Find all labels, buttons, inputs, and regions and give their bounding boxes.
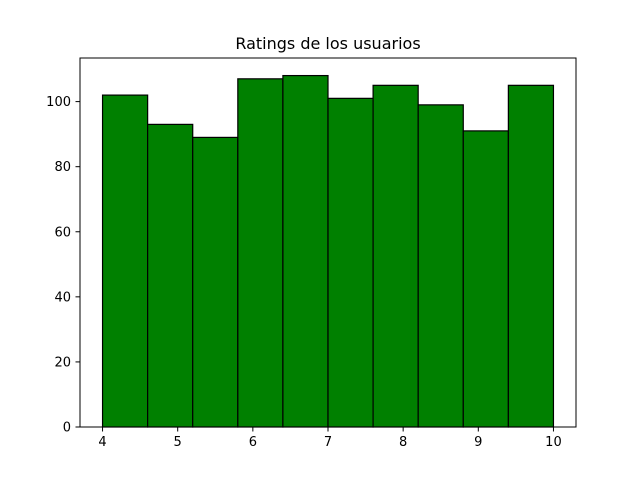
histogram-bar <box>327 97 374 428</box>
x-tick-label: 9 <box>474 435 482 450</box>
histogram-bar <box>507 84 555 428</box>
histogram-bar <box>462 130 509 428</box>
x-tick-label: 6 <box>249 435 257 450</box>
chart-title: Ratings de los usuarios <box>235 34 420 53</box>
bars-group <box>101 74 555 428</box>
histogram-bar <box>147 123 194 428</box>
y-tick-label: 0 <box>63 421 71 436</box>
y-tick-label: 100 <box>46 95 71 110</box>
histogram-bar <box>192 136 239 428</box>
x-tick-label: 8 <box>399 435 407 450</box>
y-tick-label: 60 <box>54 225 71 240</box>
histogram-bar <box>372 84 419 428</box>
histogram-bar <box>237 78 284 428</box>
x-tick-label: 4 <box>98 435 106 450</box>
x-tick-label: 5 <box>174 435 182 450</box>
histogram-bar <box>417 104 464 428</box>
y-axis: 0 20 40 60 80 100 <box>46 95 80 436</box>
plot-frame <box>79 57 577 428</box>
y-tick-label: 80 <box>54 160 71 175</box>
x-tick-label: 10 <box>545 435 562 450</box>
histogram-bar <box>282 74 329 428</box>
y-tick-label: 20 <box>54 355 71 370</box>
x-axis: 4 5 6 7 8 9 10 <box>98 427 562 450</box>
histogram-bar <box>101 94 149 428</box>
y-tick-label: 40 <box>54 290 71 305</box>
x-tick-label: 7 <box>324 435 332 450</box>
